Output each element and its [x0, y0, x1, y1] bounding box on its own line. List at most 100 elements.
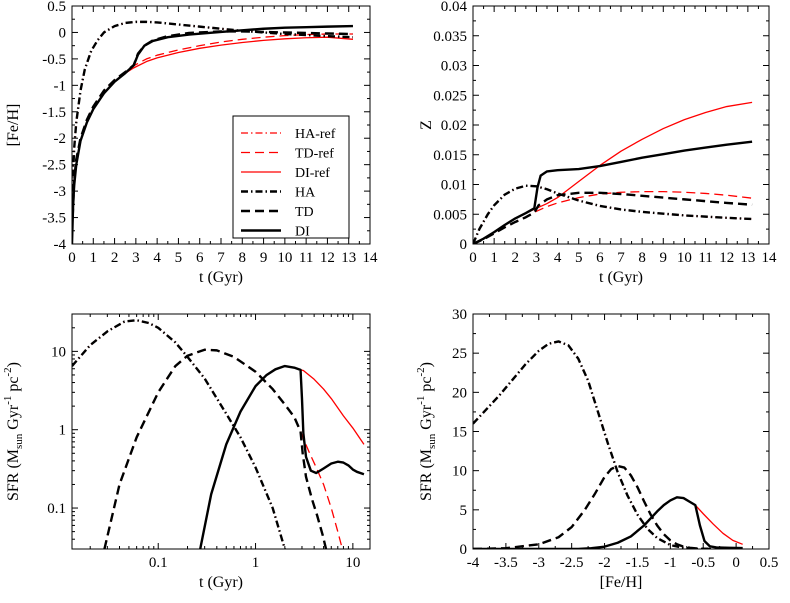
legend: HA-ref TD-ref DI-ref HA TD DI: [232, 115, 350, 240]
y-tick-label: 20: [452, 385, 467, 401]
series-line-ha: [72, 319, 286, 549]
y-tick-label: -2.5: [42, 158, 66, 174]
y-axis-label-part: SFR (M: [418, 449, 435, 501]
x-tick-label: -3.5: [494, 555, 518, 571]
x-tick-label: 13: [740, 250, 755, 266]
x-tick-label: 10: [277, 250, 292, 266]
x-tick-label: 6: [196, 250, 204, 266]
x-tick-label: 0: [68, 250, 76, 266]
series-line-td: [473, 464, 743, 549]
y-axis-label-part: -1: [415, 396, 427, 405]
y-axis-label-part: ): [5, 362, 22, 367]
y-tick-label: 0.005: [433, 207, 467, 223]
y-tick-label: 0.035: [433, 29, 467, 45]
x-tick-label: 7: [617, 250, 625, 266]
x-tick-label: -2.5: [560, 555, 584, 571]
series-line-ha-ref: [72, 319, 286, 549]
series-line-td: [473, 191, 753, 244]
x-tick-label: -1.5: [626, 555, 650, 571]
legend-box: [232, 115, 350, 239]
x-tick-label: 5: [575, 250, 583, 266]
legend-label: TD: [295, 205, 314, 220]
x-tick-label: 10: [677, 250, 692, 266]
y-tick-label: 0.5: [47, 0, 66, 15]
panel-bottom-left: 0.1 1 10 0.1 1 10 t (Gyr) SFR (Msun Gyr-1 pc-2): [2, 313, 371, 591]
x-tick-label: -1: [664, 555, 677, 571]
x-tick-label: 11: [698, 250, 712, 266]
legend-label: DI: [295, 225, 310, 240]
x-axis-label: t (Gyr): [199, 269, 243, 286]
x-tick-label: 14: [762, 250, 778, 266]
y-axis-label-part: ): [418, 362, 435, 367]
y-tick-label: 0.01: [441, 178, 467, 194]
x-tick-label: -3: [533, 555, 546, 571]
y-tick-label: -3.5: [42, 211, 66, 227]
y-tick-label: 15: [452, 425, 467, 441]
series-line-td-ref: [473, 465, 704, 549]
panel-top-right: 0 1 2 3 4 5 6 7 8 9 10 11 12 13 1400.0050.010.0150.020…: [418, 0, 777, 286]
x-tick-label: 2: [111, 250, 119, 266]
series-line-ha-ref: [473, 340, 710, 549]
x-axis-label: [Fe/H]: [600, 574, 643, 591]
x-tick-label: 9: [660, 250, 668, 266]
y-tick-label: -3: [54, 184, 67, 200]
x-tick-label: 4: [153, 250, 161, 266]
y-tick-label: -1.5: [42, 105, 66, 121]
y-tick-label: 0: [59, 25, 67, 41]
y-axis-label-part: SFR (M: [5, 449, 22, 501]
series-line-td: [103, 348, 328, 549]
x-tick-label: 6: [596, 250, 604, 266]
y-tick-label: 1: [59, 423, 67, 439]
y-tick-label: 0.1: [47, 501, 66, 517]
y-tick-label: -0.5: [42, 52, 66, 68]
series-line-di-ref: [199, 365, 365, 549]
x-tick-label: -2: [598, 555, 611, 571]
legend-label: TD-ref: [295, 147, 334, 162]
y-tick-label: 0.015: [433, 148, 467, 164]
series-line-di: [199, 364, 365, 549]
y-axis-label-part: Gyr: [5, 404, 22, 434]
y-tick-label: 0.02: [441, 118, 467, 134]
y-axis-label-part: sun: [426, 433, 438, 449]
y-axis-label-part: pc: [418, 377, 435, 396]
y-axis-label-part: sun: [13, 433, 25, 449]
y-tick-label: 0.04: [441, 0, 468, 15]
panel-bottom-right: -4 -3.5 -3 -2.5 -2 -1.5 -1 -0.5 0 0.5 0 5 10 15 20 25 30…: [415, 307, 778, 591]
series-line-di: [72, 24, 353, 244]
y-tick-label: 0: [460, 237, 468, 253]
x-tick-label: 3: [132, 250, 140, 266]
y-axis-label: [Fe/H]: [5, 104, 22, 147]
x-tick-label: 0: [732, 555, 740, 571]
x-tick-label: -4: [467, 555, 480, 571]
series-line-td-ref: [103, 349, 343, 549]
x-tick-label: 3: [533, 250, 541, 266]
series-group: [72, 319, 365, 549]
series-line-ha: [473, 184, 753, 244]
x-tick-label: 0: [469, 250, 477, 266]
y-tick-label: -4: [54, 237, 67, 253]
x-tick-label: 2: [512, 250, 520, 266]
x-tick-label: 0.1: [149, 555, 168, 571]
y-tick-label: 0.03: [441, 59, 467, 75]
y-axis-label-part: pc: [5, 377, 22, 396]
y-tick-label: -2: [54, 131, 67, 147]
y-tick-label: 0: [460, 542, 468, 558]
x-tick-label: 14: [363, 250, 379, 266]
x-tick-label: 4: [554, 250, 562, 266]
x-tick-label: -0.5: [691, 555, 715, 571]
x-tick-label: 12: [320, 250, 335, 266]
x-tick-label: 13: [341, 250, 356, 266]
series-group: [72, 20, 354, 244]
plot-frame: [472, 313, 770, 550]
plot-frame: [71, 313, 371, 550]
x-tick-label: 9: [260, 250, 268, 266]
legend-label: HA: [295, 186, 316, 201]
y-tick-label: 25: [452, 346, 467, 362]
x-tick-label: 12: [719, 250, 734, 266]
y-tick-label: 0.025: [433, 88, 467, 104]
y-axis-label: SFR (Msun Gyr-1 pc-2): [415, 362, 438, 501]
legend-label: HA-ref: [295, 127, 336, 142]
y-axis-label-part: Gyr: [418, 404, 435, 434]
x-tick-label: 5: [175, 250, 183, 266]
y-tick-label: 10: [452, 464, 467, 480]
